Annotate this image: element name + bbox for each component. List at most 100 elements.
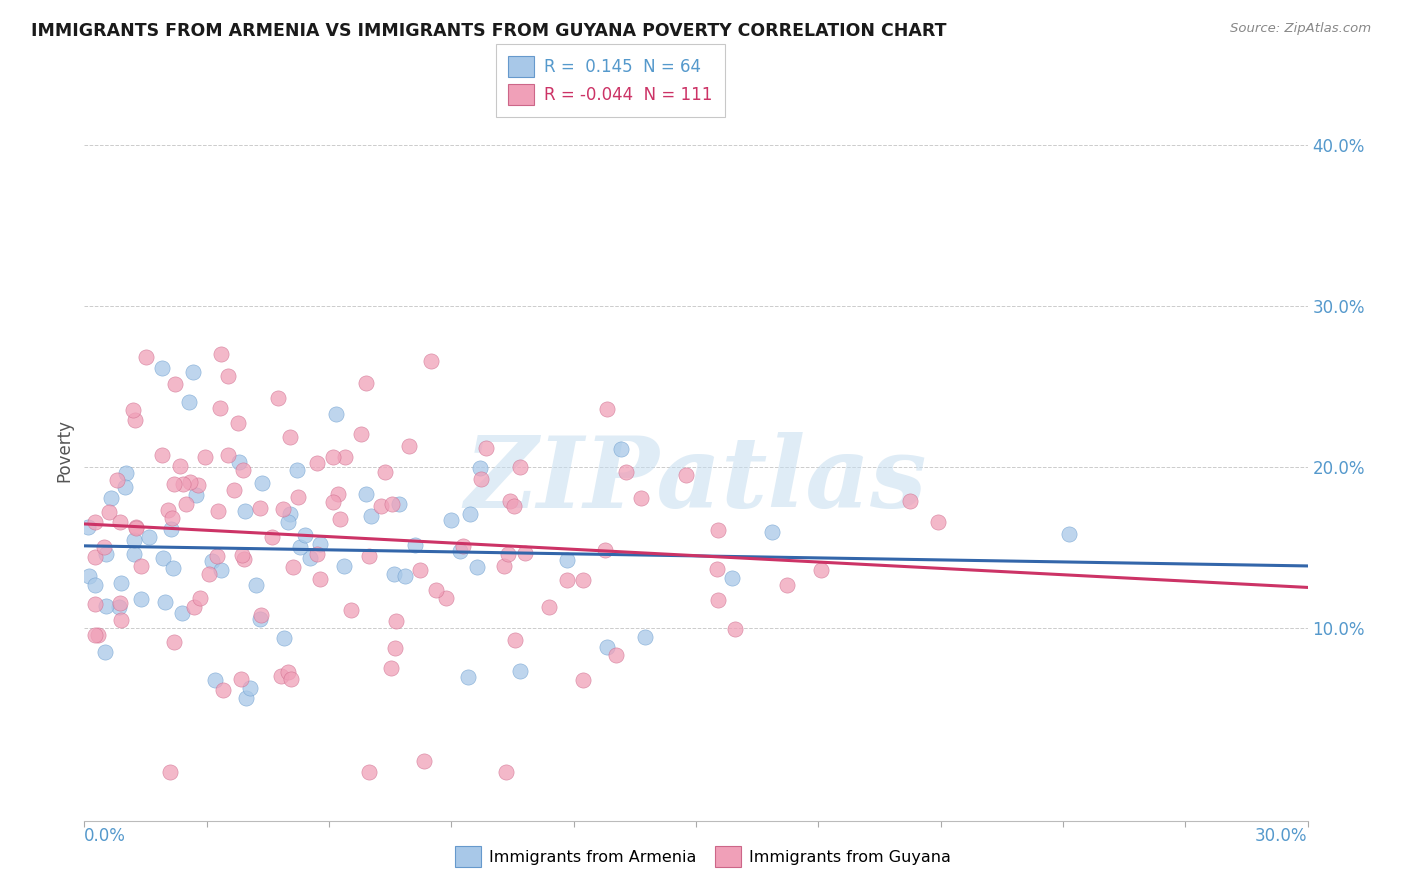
- Point: [538, 600, 561, 615]
- Point: [131, 591, 153, 606]
- Text: 30.0%: 30.0%: [1256, 828, 1308, 846]
- Point: [354, 376, 377, 390]
- Point: [249, 501, 271, 516]
- Point: [77, 520, 100, 534]
- Point: [332, 559, 354, 574]
- Point: [404, 538, 426, 552]
- Point: [84, 549, 107, 564]
- Point: [239, 681, 262, 695]
- Point: [245, 578, 267, 592]
- Point: [340, 603, 363, 617]
- Point: [205, 549, 228, 564]
- Point: [150, 361, 173, 376]
- Point: [425, 583, 447, 598]
- Point: [298, 551, 321, 566]
- Point: [595, 402, 617, 417]
- Point: [94, 547, 117, 561]
- Point: [96, 599, 118, 614]
- Point: [77, 569, 100, 583]
- Point: [209, 347, 232, 361]
- Point: [294, 528, 316, 542]
- Point: [440, 513, 463, 527]
- Point: [152, 448, 174, 462]
- Point: [201, 554, 224, 568]
- Point: [209, 563, 232, 577]
- Point: [287, 490, 309, 504]
- Point: [153, 595, 176, 609]
- Point: [174, 497, 197, 511]
- Point: [125, 521, 148, 535]
- Point: [172, 476, 194, 491]
- Point: [94, 645, 117, 659]
- Point: [157, 502, 180, 516]
- Point: [420, 354, 443, 368]
- Point: [107, 599, 129, 614]
- Point: [513, 546, 536, 560]
- Point: [235, 691, 257, 706]
- Text: ZIPatlas: ZIPatlas: [465, 432, 927, 528]
- Point: [162, 476, 184, 491]
- Point: [281, 560, 304, 574]
- Point: [412, 754, 434, 768]
- Point: [84, 578, 107, 592]
- Legend: Immigrants from Armenia, Immigrants from Guyana: Immigrants from Armenia, Immigrants from…: [449, 840, 957, 873]
- Point: [207, 504, 229, 518]
- Point: [898, 494, 921, 508]
- Point: [706, 562, 728, 576]
- Point: [159, 765, 181, 780]
- Point: [186, 488, 208, 502]
- Point: [110, 575, 132, 590]
- Point: [217, 448, 239, 462]
- Point: [124, 413, 146, 427]
- Point: [280, 507, 302, 521]
- Point: [271, 502, 294, 516]
- Y-axis label: Poverty: Poverty: [55, 419, 73, 482]
- Point: [495, 765, 517, 780]
- Point: [98, 506, 121, 520]
- Point: [595, 543, 617, 558]
- Point: [557, 553, 579, 567]
- Point: [100, 491, 122, 505]
- Point: [249, 607, 271, 622]
- Point: [382, 567, 405, 582]
- Point: [122, 533, 145, 547]
- Point: [122, 547, 145, 561]
- Point: [309, 537, 332, 551]
- Point: [232, 551, 254, 566]
- Point: [776, 578, 799, 592]
- Point: [360, 509, 382, 524]
- Point: [308, 572, 330, 586]
- Point: [610, 442, 633, 456]
- Point: [630, 491, 652, 505]
- Point: [252, 476, 274, 491]
- Point: [125, 520, 148, 534]
- Point: [503, 633, 526, 648]
- Point: [84, 515, 107, 529]
- Point: [724, 622, 747, 636]
- Point: [110, 613, 132, 627]
- Point: [209, 401, 232, 415]
- Point: [451, 539, 474, 553]
- Point: [169, 458, 191, 473]
- Point: [231, 673, 253, 687]
- Point: [385, 614, 408, 628]
- Point: [224, 483, 246, 498]
- Point: [326, 487, 349, 501]
- Point: [249, 612, 271, 626]
- Point: [707, 523, 730, 537]
- Point: [329, 511, 352, 525]
- Point: [188, 591, 211, 606]
- Point: [359, 549, 381, 563]
- Point: [370, 500, 392, 514]
- Point: [605, 648, 627, 663]
- Point: [232, 463, 254, 477]
- Point: [761, 524, 783, 539]
- Point: [394, 569, 416, 583]
- Point: [228, 455, 250, 469]
- Point: [181, 365, 204, 379]
- Point: [449, 544, 471, 558]
- Point: [288, 540, 311, 554]
- Point: [502, 500, 524, 514]
- Point: [468, 461, 491, 475]
- Point: [475, 442, 498, 456]
